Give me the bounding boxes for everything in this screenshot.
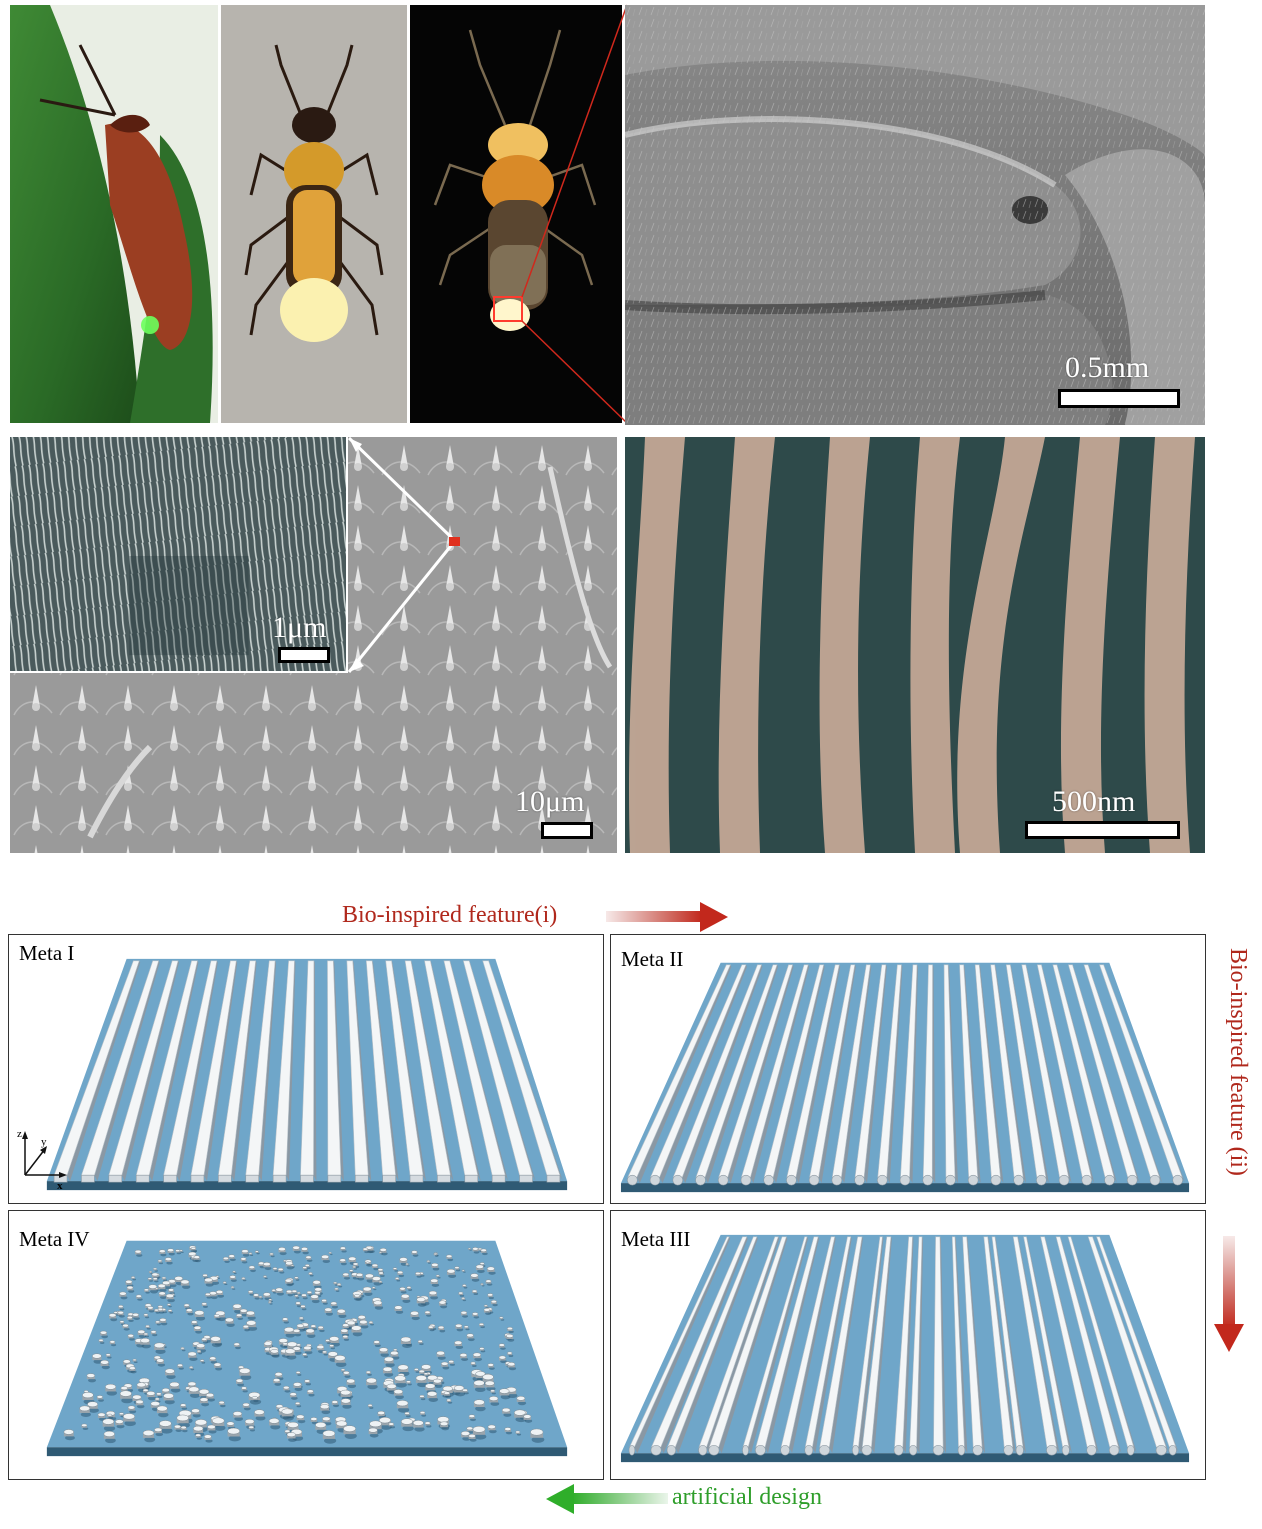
scale-label-500nm: 500nm bbox=[1052, 785, 1136, 818]
meta-iv-label: Meta IV bbox=[19, 1227, 90, 1251]
meta-iv-panel: Meta IV bbox=[8, 1210, 604, 1480]
arrow-left-green bbox=[546, 1484, 668, 1514]
bio-feature-ii-label: Bio-inspired feature (ii) bbox=[1225, 948, 1251, 1176]
axis-y-label: y bbox=[41, 1136, 47, 1148]
firefly-ventral-photo bbox=[221, 5, 407, 423]
meta-iii-label: Meta III bbox=[621, 1227, 691, 1251]
scale-bar-500nm bbox=[1025, 821, 1180, 839]
firefly-on-leaf-photo bbox=[10, 5, 218, 423]
scale-bar-10um bbox=[541, 822, 593, 839]
meta-i-label: Meta I bbox=[19, 941, 75, 965]
meta-i-render bbox=[46, 958, 568, 1191]
axis-triad: z y x bbox=[17, 1128, 67, 1191]
sem-lantern-overview: 0.5mm bbox=[625, 5, 1205, 425]
scale-label-1um: 1μm bbox=[272, 611, 327, 644]
meta-i-panel: Meta I z y x bbox=[8, 934, 604, 1204]
axis-z-label: z bbox=[17, 1128, 22, 1140]
meta-iii-render bbox=[620, 1234, 1190, 1463]
sem-ridges-closeup: 500nm bbox=[625, 437, 1205, 853]
axis-x-label: x bbox=[57, 1180, 63, 1191]
sem-inset-nanoridges: 1μm bbox=[10, 437, 348, 673]
scale-label-05mm: 0.5mm bbox=[1065, 351, 1150, 384]
meta-iii-panel: Meta III bbox=[610, 1210, 1206, 1480]
meta-iv-render bbox=[46, 1240, 568, 1457]
meta-ii-label: Meta II bbox=[621, 947, 684, 971]
firefly-glowing-photo bbox=[410, 5, 622, 423]
scale-bar-05mm bbox=[1058, 389, 1180, 408]
meta-ii-render bbox=[620, 962, 1190, 1193]
scale-label-10um: 10μm bbox=[515, 785, 585, 818]
arrow-down-red bbox=[1214, 1236, 1244, 1352]
meta-ii-panel: Meta II bbox=[610, 934, 1206, 1204]
arrow-right-red bbox=[606, 902, 728, 932]
scale-bar-1um bbox=[278, 647, 330, 663]
artificial-design-label: artificial design bbox=[672, 1484, 822, 1510]
bio-feature-i-label: Bio-inspired feature(i) bbox=[342, 902, 558, 928]
